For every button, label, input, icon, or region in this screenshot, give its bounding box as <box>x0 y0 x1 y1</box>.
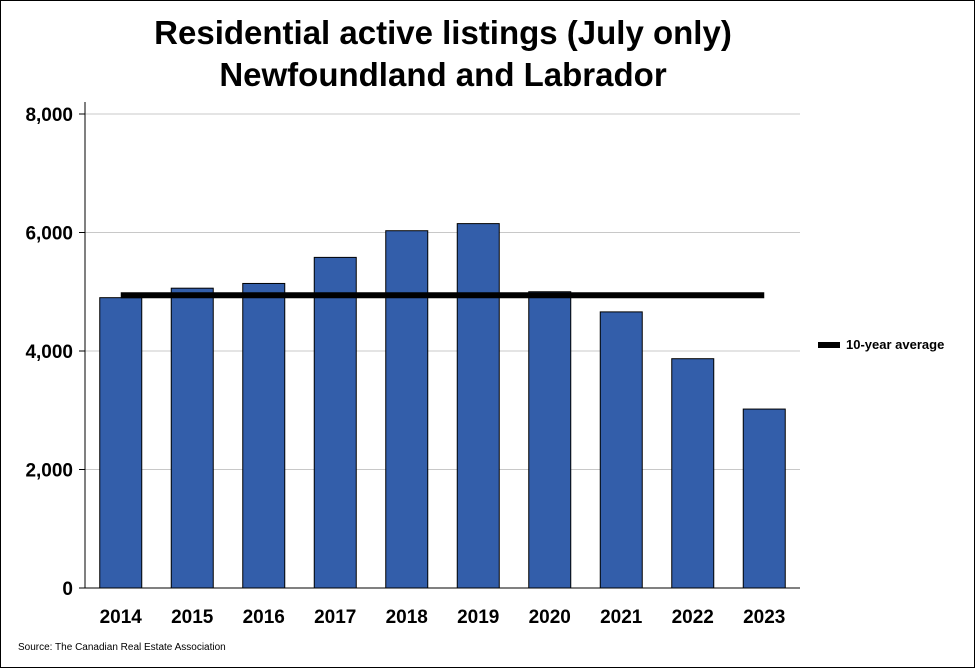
y-tick-label: 2,000 <box>25 461 73 482</box>
y-tick-labels: 0 2,000 4,000 6,000 8,000 <box>25 105 73 600</box>
x-tick-label: 2020 <box>529 607 571 628</box>
x-tick-label: 2017 <box>314 607 356 628</box>
source-note: Source: The Canadian Real Estate Associa… <box>18 642 226 653</box>
x-tick-label: 2022 <box>672 607 714 628</box>
axes <box>79 102 800 589</box>
y-tick-label: 0 <box>62 579 73 600</box>
bar-2020 <box>528 291 572 589</box>
y-tick-label: 4,000 <box>25 342 73 363</box>
bar-2017 <box>313 256 357 589</box>
x-tick-label: 2019 <box>457 607 499 628</box>
bar-2022 <box>671 358 715 589</box>
y-tick-label: 8,000 <box>25 105 73 126</box>
x-tick-labels: 2014 2015 2016 2017 2018 2019 2020 2021 2022 2023 <box>100 607 786 628</box>
x-tick-label: 2016 <box>243 607 285 628</box>
bar-2014 <box>99 297 143 589</box>
legend-average-swatch <box>818 341 840 348</box>
x-tick-label: 2015 <box>171 607 214 628</box>
x-tick-label: 2023 <box>743 607 785 628</box>
bar-2021 <box>599 311 643 589</box>
chart-subtitle: Newfoundland and Labrador <box>219 56 667 93</box>
y-tick-label: 6,000 <box>25 224 73 245</box>
x-tick-label: 2021 <box>600 607 643 628</box>
bar-2023 <box>742 408 786 589</box>
legend: 10-year average <box>818 337 944 352</box>
bars <box>99 223 786 589</box>
bar-2016 <box>242 282 286 589</box>
bar-2018 <box>385 230 429 589</box>
legend-average-label: 10-year average <box>846 337 945 352</box>
x-tick-label: 2018 <box>386 607 428 628</box>
x-tick-label: 2014 <box>100 607 143 628</box>
chart-title: Residential active listings (July only) <box>154 14 732 51</box>
bar-2019 <box>456 223 500 589</box>
bar-2015 <box>170 287 214 589</box>
